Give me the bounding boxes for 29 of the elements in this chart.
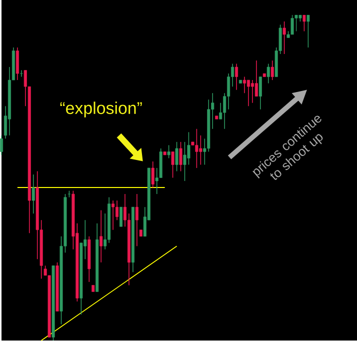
candlestick	[258, 76, 262, 110]
candlestick	[151, 161, 154, 188]
candlestick	[16, 47, 19, 80]
candlestick	[242, 76, 246, 94]
candlestick	[187, 132, 190, 166]
candlestick	[0, 135, 4, 156]
candlestick	[199, 135, 202, 166]
annotation: “explosion”	[60, 102, 142, 118]
candlestick	[266, 63, 270, 84]
candlestick	[246, 80, 250, 107]
candlestick	[135, 194, 138, 247]
candlestick	[175, 142, 178, 172]
candlestick	[112, 200, 115, 230]
candlestick	[116, 200, 119, 220]
candlestick	[195, 128, 198, 168]
candlestick	[270, 60, 274, 80]
candlestick	[290, 14, 294, 35]
candlestick	[32, 174, 35, 214]
candlestick	[183, 142, 186, 182]
candlestick	[235, 63, 238, 90]
candlestick	[294, 14, 298, 32]
candlestick	[167, 144, 170, 159]
candlestick	[179, 142, 182, 172]
candlestick	[250, 80, 254, 104]
candlestick	[119, 206, 123, 227]
candlestick	[100, 210, 103, 263]
candlestick	[20, 70, 23, 78]
candlestick	[282, 21, 286, 54]
candlestick	[171, 151, 174, 178]
